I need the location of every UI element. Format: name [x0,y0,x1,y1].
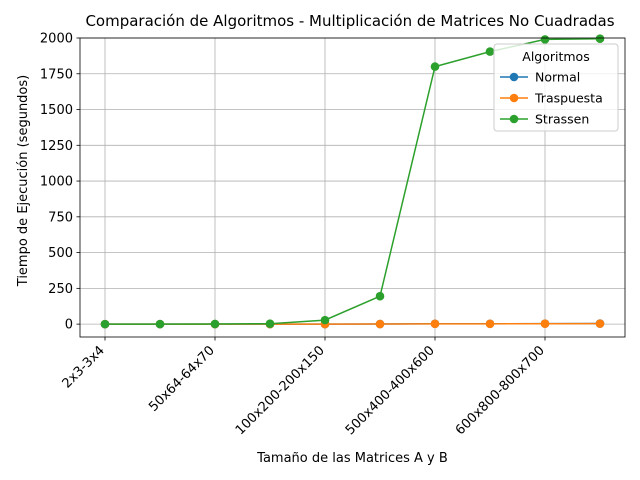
data-point [595,319,605,328]
legend-label: Normal [535,70,580,85]
legend-label: Strassen [535,112,589,127]
data-point [485,47,495,56]
y-tick-label: 250 [48,282,73,297]
data-point [155,319,165,329]
legend-swatch-marker [509,93,519,103]
data-point [265,319,275,328]
data-point [540,319,550,328]
data-point [485,319,495,329]
legend-swatch-marker [509,114,519,124]
chart-title: Comparación de Algoritmos - Multiplicaci… [85,12,614,30]
y-tick-label: 1250 [40,139,73,154]
y-tick-label: 1000 [40,175,73,190]
data-point [540,35,550,44]
y-tick-label: 1750 [40,67,73,82]
x-axis-label: Tamaño de las Matrices A y B [256,451,448,466]
data-point [320,315,330,325]
data-point [375,291,385,301]
legend-label: Traspuesta [534,91,603,106]
legend-box [493,43,619,132]
data-point [375,319,385,329]
y-axis-label: Tiempo de Ejecución (segundos) [16,75,31,287]
data-point [595,34,605,44]
y-tick-label: 750 [48,210,73,225]
data-point [430,62,440,71]
data-point [210,319,220,329]
data-point [430,319,440,329]
y-tick-label: 500 [48,246,73,261]
y-tick-label: 1500 [40,103,73,118]
legend-swatch-marker [509,72,519,82]
y-tick-label: 2000 [40,32,73,47]
data-point [100,319,110,329]
y-tick-label: 0 [65,318,73,333]
legend-title: Algoritmos [522,49,589,64]
axes-frame [79,37,626,338]
